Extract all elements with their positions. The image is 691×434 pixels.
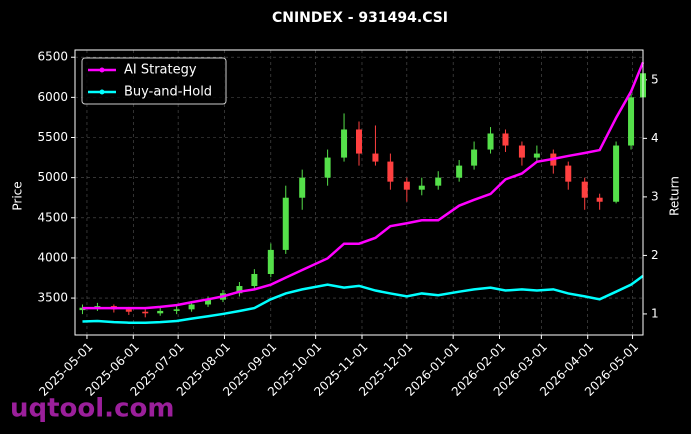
y2-tick-label: 3 <box>651 189 659 203</box>
candle-body <box>299 177 306 198</box>
candle-body <box>173 309 180 311</box>
legend-marker <box>99 67 105 73</box>
y2-tick-label: 1 <box>651 306 659 320</box>
candle-body <box>471 149 478 166</box>
candle-body <box>456 165 463 178</box>
y-tick-label: 4500 <box>37 210 68 224</box>
legend-marker <box>99 89 105 95</box>
y2-tick-label: 5 <box>651 72 659 86</box>
candle-body <box>403 181 410 190</box>
candle-body <box>267 249 274 274</box>
candle-body <box>487 133 494 150</box>
watermark: uqtool.com <box>10 394 174 424</box>
candle-body <box>581 181 588 198</box>
y-tick-label: 6500 <box>37 50 68 64</box>
candle-body <box>251 273 258 287</box>
candle-body <box>435 177 442 186</box>
candle-body <box>142 311 149 314</box>
candle-body <box>324 157 331 178</box>
candle-body <box>356 129 362 154</box>
candle-body <box>282 197 289 250</box>
candle-body <box>628 97 635 146</box>
candle-body <box>502 133 509 146</box>
chart-title: CNINDEX - 931494.CSI <box>272 10 448 26</box>
candle-body <box>518 145 525 158</box>
y2-tick-label: 4 <box>651 131 659 145</box>
candle-body <box>387 161 394 182</box>
candle-body <box>565 165 572 182</box>
candle-body <box>236 286 243 294</box>
legend-label: Buy-and-Hold <box>124 85 212 100</box>
y-tick-label: 6000 <box>37 90 68 104</box>
candle-body <box>188 304 195 310</box>
candle-body <box>205 299 212 305</box>
y-tick-label: 3500 <box>37 291 68 305</box>
return-line <box>82 61 645 310</box>
candle-body <box>341 129 348 158</box>
candle-body <box>418 185 425 190</box>
legend-box <box>81 57 227 105</box>
candle-body <box>533 153 540 158</box>
candle-body <box>372 153 379 162</box>
return-line <box>82 274 644 324</box>
candle-body <box>125 309 132 312</box>
candle-body <box>596 197 603 202</box>
candle-body <box>157 310 164 314</box>
legend-label: AI Strategy <box>124 63 197 78</box>
candle-body <box>613 145 620 202</box>
y-axis-label: Price <box>11 181 25 210</box>
y2-axis-label: Return <box>668 176 682 216</box>
y2-tick-label: 2 <box>651 248 659 262</box>
y-tick-label: 5000 <box>37 170 68 184</box>
y-tick-label: 5500 <box>37 130 68 144</box>
plot-frame <box>74 49 644 336</box>
y-tick-label: 4000 <box>37 250 68 264</box>
